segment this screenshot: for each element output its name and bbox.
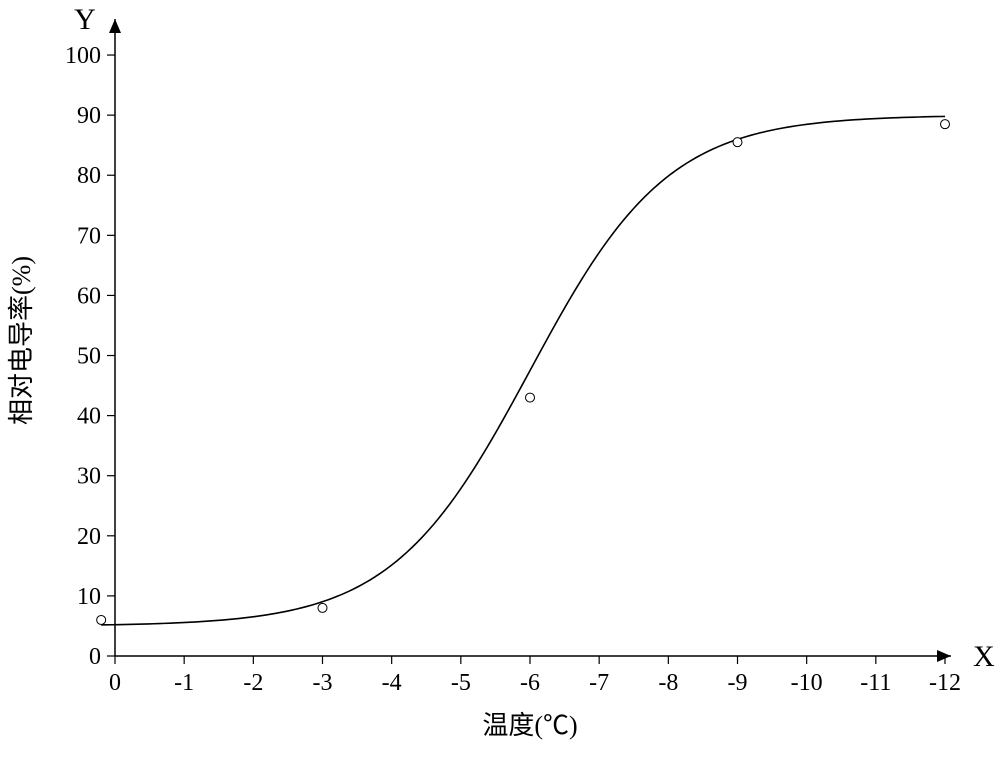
- x-tick-label: -11: [860, 670, 891, 696]
- x-tick-label: -8: [658, 670, 678, 696]
- x-tick-label: -12: [929, 670, 961, 696]
- x-tick-label: -10: [791, 670, 823, 696]
- x-axis-title: 温度(℃): [482, 711, 577, 740]
- y-tick-label: 10: [77, 584, 101, 610]
- data-point: [318, 603, 327, 612]
- y-tick-label: 90: [77, 103, 101, 129]
- y-tick-label: 20: [77, 524, 101, 550]
- y-tick-label: 0: [89, 644, 101, 670]
- chart-container: 0 10 20 30 40 50 60 70 80 90 100 0 -1 -2 -3 -4 -5 -6 -7 -8 -…: [0, 0, 1000, 771]
- x-tick-label: -5: [451, 670, 471, 696]
- x-tick-label: -7: [589, 670, 609, 696]
- y-axis-arrow: [109, 19, 121, 33]
- chart-svg: 0 10 20 30 40 50 60 70 80 90 100 0 -1 -2 -3 -4 -5 -6 -7 -8 -…: [0, 0, 1000, 771]
- y-tick-label: 60: [77, 283, 101, 309]
- fit-curve: [101, 116, 945, 625]
- x-tick-label: -3: [313, 670, 333, 696]
- y-tick-label: 50: [77, 344, 101, 370]
- y-tick-label: 70: [77, 223, 101, 249]
- x-axis-letter: X: [973, 640, 995, 673]
- y-tick-label: 30: [77, 464, 101, 490]
- data-point: [97, 615, 106, 624]
- data-point: [526, 393, 535, 402]
- data-point: [733, 138, 742, 147]
- x-tick-label: -4: [382, 670, 402, 696]
- y-tick-label: 80: [77, 163, 101, 189]
- y-tick-label: 100: [65, 43, 101, 69]
- x-tick-label: -2: [243, 670, 263, 696]
- y-axis-letter: Y: [74, 3, 96, 36]
- x-axis-arrow: [937, 650, 951, 662]
- y-axis-title: 相对电导率(%): [7, 256, 36, 425]
- y-tick-label: 40: [77, 404, 101, 430]
- x-tick-label: -6: [520, 670, 540, 696]
- x-tick-label: -1: [174, 670, 194, 696]
- data-point: [941, 120, 950, 129]
- x-tick-label: 0: [109, 670, 121, 696]
- x-tick-label: -9: [728, 670, 748, 696]
